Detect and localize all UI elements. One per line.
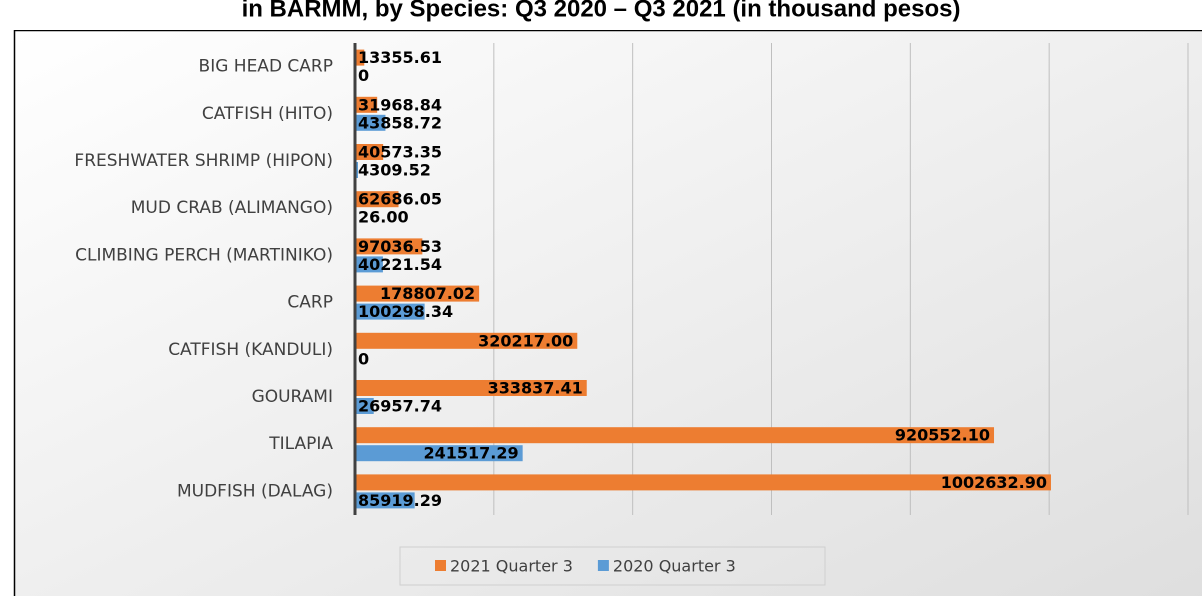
category-label: TILAPIA xyxy=(268,434,333,454)
bar xyxy=(355,238,423,255)
bar xyxy=(355,445,523,462)
legend-label: 2021 Quarter 3 xyxy=(450,557,573,576)
category-label: GOURAMI xyxy=(252,387,333,407)
data-label: 178807.02 xyxy=(380,284,475,303)
data-label: 0 xyxy=(358,66,369,85)
bar xyxy=(355,380,587,396)
bar xyxy=(355,114,386,131)
legend-swatch xyxy=(597,560,609,571)
bar xyxy=(355,492,415,509)
chart-title: in BARMM, by Species: Q3 2020 – Q3 2021 … xyxy=(242,0,961,22)
data-label: 85919.29 xyxy=(358,491,442,510)
bar xyxy=(355,256,383,273)
data-label: 333837.41 xyxy=(488,379,583,398)
data-label: 40221.54 xyxy=(358,255,442,274)
bar xyxy=(355,49,365,66)
data-label: 241517.29 xyxy=(424,444,519,463)
data-label: 26.00 xyxy=(358,208,409,227)
category-label: CLIMBING PERCH (MARTINIKO) xyxy=(75,245,333,265)
bar xyxy=(355,144,384,160)
legend-swatch xyxy=(435,560,446,571)
data-label: 26957.74 xyxy=(358,397,442,416)
data-label: 43858.72 xyxy=(358,113,442,132)
legend-label: 2020 Quarter 3 xyxy=(613,557,736,576)
title-band xyxy=(0,0,1202,30)
category-label: CARP xyxy=(287,293,333,313)
data-label: 100298.34 xyxy=(358,302,453,321)
bar xyxy=(355,427,995,444)
category-label: CATFISH (HITO) xyxy=(202,104,333,124)
data-label: 62686.05 xyxy=(358,190,442,209)
data-label: 31968.84 xyxy=(358,95,442,114)
category-label: BIG HEAD CARP xyxy=(199,57,333,77)
chart-frame xyxy=(13,29,1202,596)
data-label: 320217.00 xyxy=(478,331,573,350)
data-label: 13355.61 xyxy=(358,48,442,67)
data-label: 0 xyxy=(358,349,369,368)
data-label: 4309.52 xyxy=(358,161,431,180)
bar xyxy=(355,332,578,349)
data-label: 920552.10 xyxy=(895,426,990,445)
bar xyxy=(355,303,425,320)
data-label: 97036.53 xyxy=(358,237,442,256)
category-label: MUD CRAB (ALIMANGO) xyxy=(131,198,333,218)
category-label: CATFISH (KANDULI) xyxy=(168,340,333,360)
bar xyxy=(355,474,1051,491)
bar xyxy=(355,191,399,208)
category-label: FRESHWATER SHRIMP (HIPON) xyxy=(74,151,333,171)
bar xyxy=(355,398,374,414)
bar xyxy=(355,285,480,302)
data-label: 40573.35 xyxy=(358,143,442,162)
data-label: 1002632.90 xyxy=(941,473,1047,492)
bar xyxy=(355,96,378,113)
legend-frame xyxy=(399,546,826,586)
category-label: MUDFISH (DALAG) xyxy=(177,481,333,501)
